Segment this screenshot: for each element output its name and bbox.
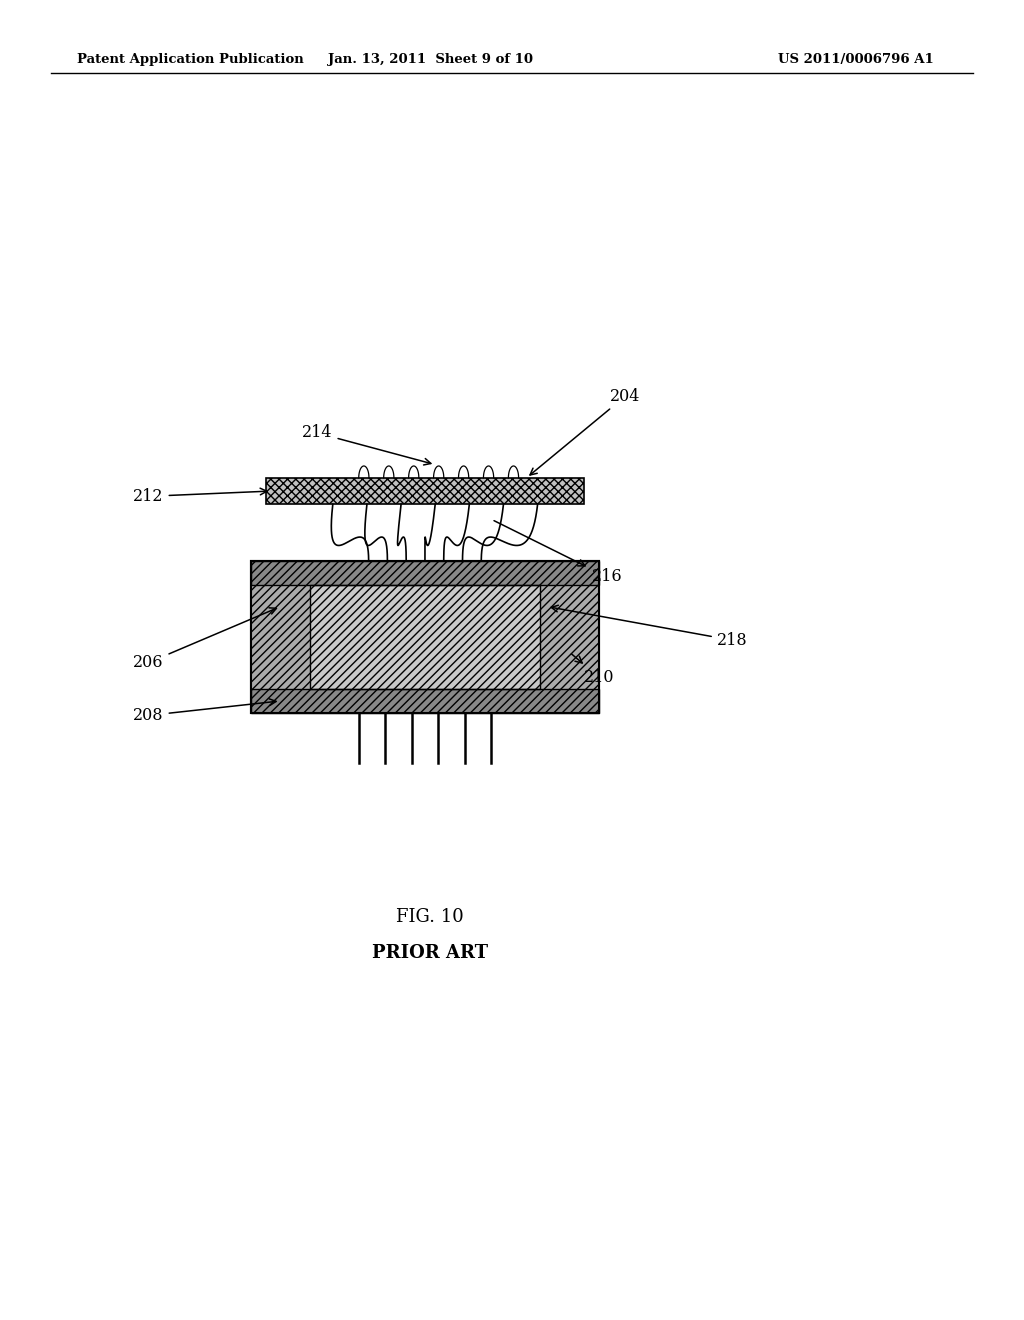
Text: 210: 210 xyxy=(571,653,614,685)
Text: 208: 208 xyxy=(133,698,276,723)
Text: US 2011/0006796 A1: US 2011/0006796 A1 xyxy=(778,53,934,66)
Bar xyxy=(251,585,310,689)
Text: 204: 204 xyxy=(530,388,641,475)
Text: 214: 214 xyxy=(302,425,431,465)
Text: 206: 206 xyxy=(133,607,276,671)
Text: 212: 212 xyxy=(133,488,267,504)
Text: FIG. 10: FIG. 10 xyxy=(396,908,464,927)
Text: Jan. 13, 2011  Sheet 9 of 10: Jan. 13, 2011 Sheet 9 of 10 xyxy=(328,53,532,66)
Bar xyxy=(251,561,599,585)
Bar xyxy=(251,689,599,713)
Text: 218: 218 xyxy=(551,606,748,648)
Bar xyxy=(251,689,599,713)
Text: PRIOR ART: PRIOR ART xyxy=(372,944,488,962)
Text: 216: 216 xyxy=(494,520,623,585)
Bar xyxy=(266,478,584,504)
Bar xyxy=(540,585,599,689)
Bar xyxy=(251,561,599,713)
Bar xyxy=(251,561,599,585)
Bar xyxy=(251,561,599,713)
Bar xyxy=(310,585,540,689)
Text: Patent Application Publication: Patent Application Publication xyxy=(77,53,303,66)
